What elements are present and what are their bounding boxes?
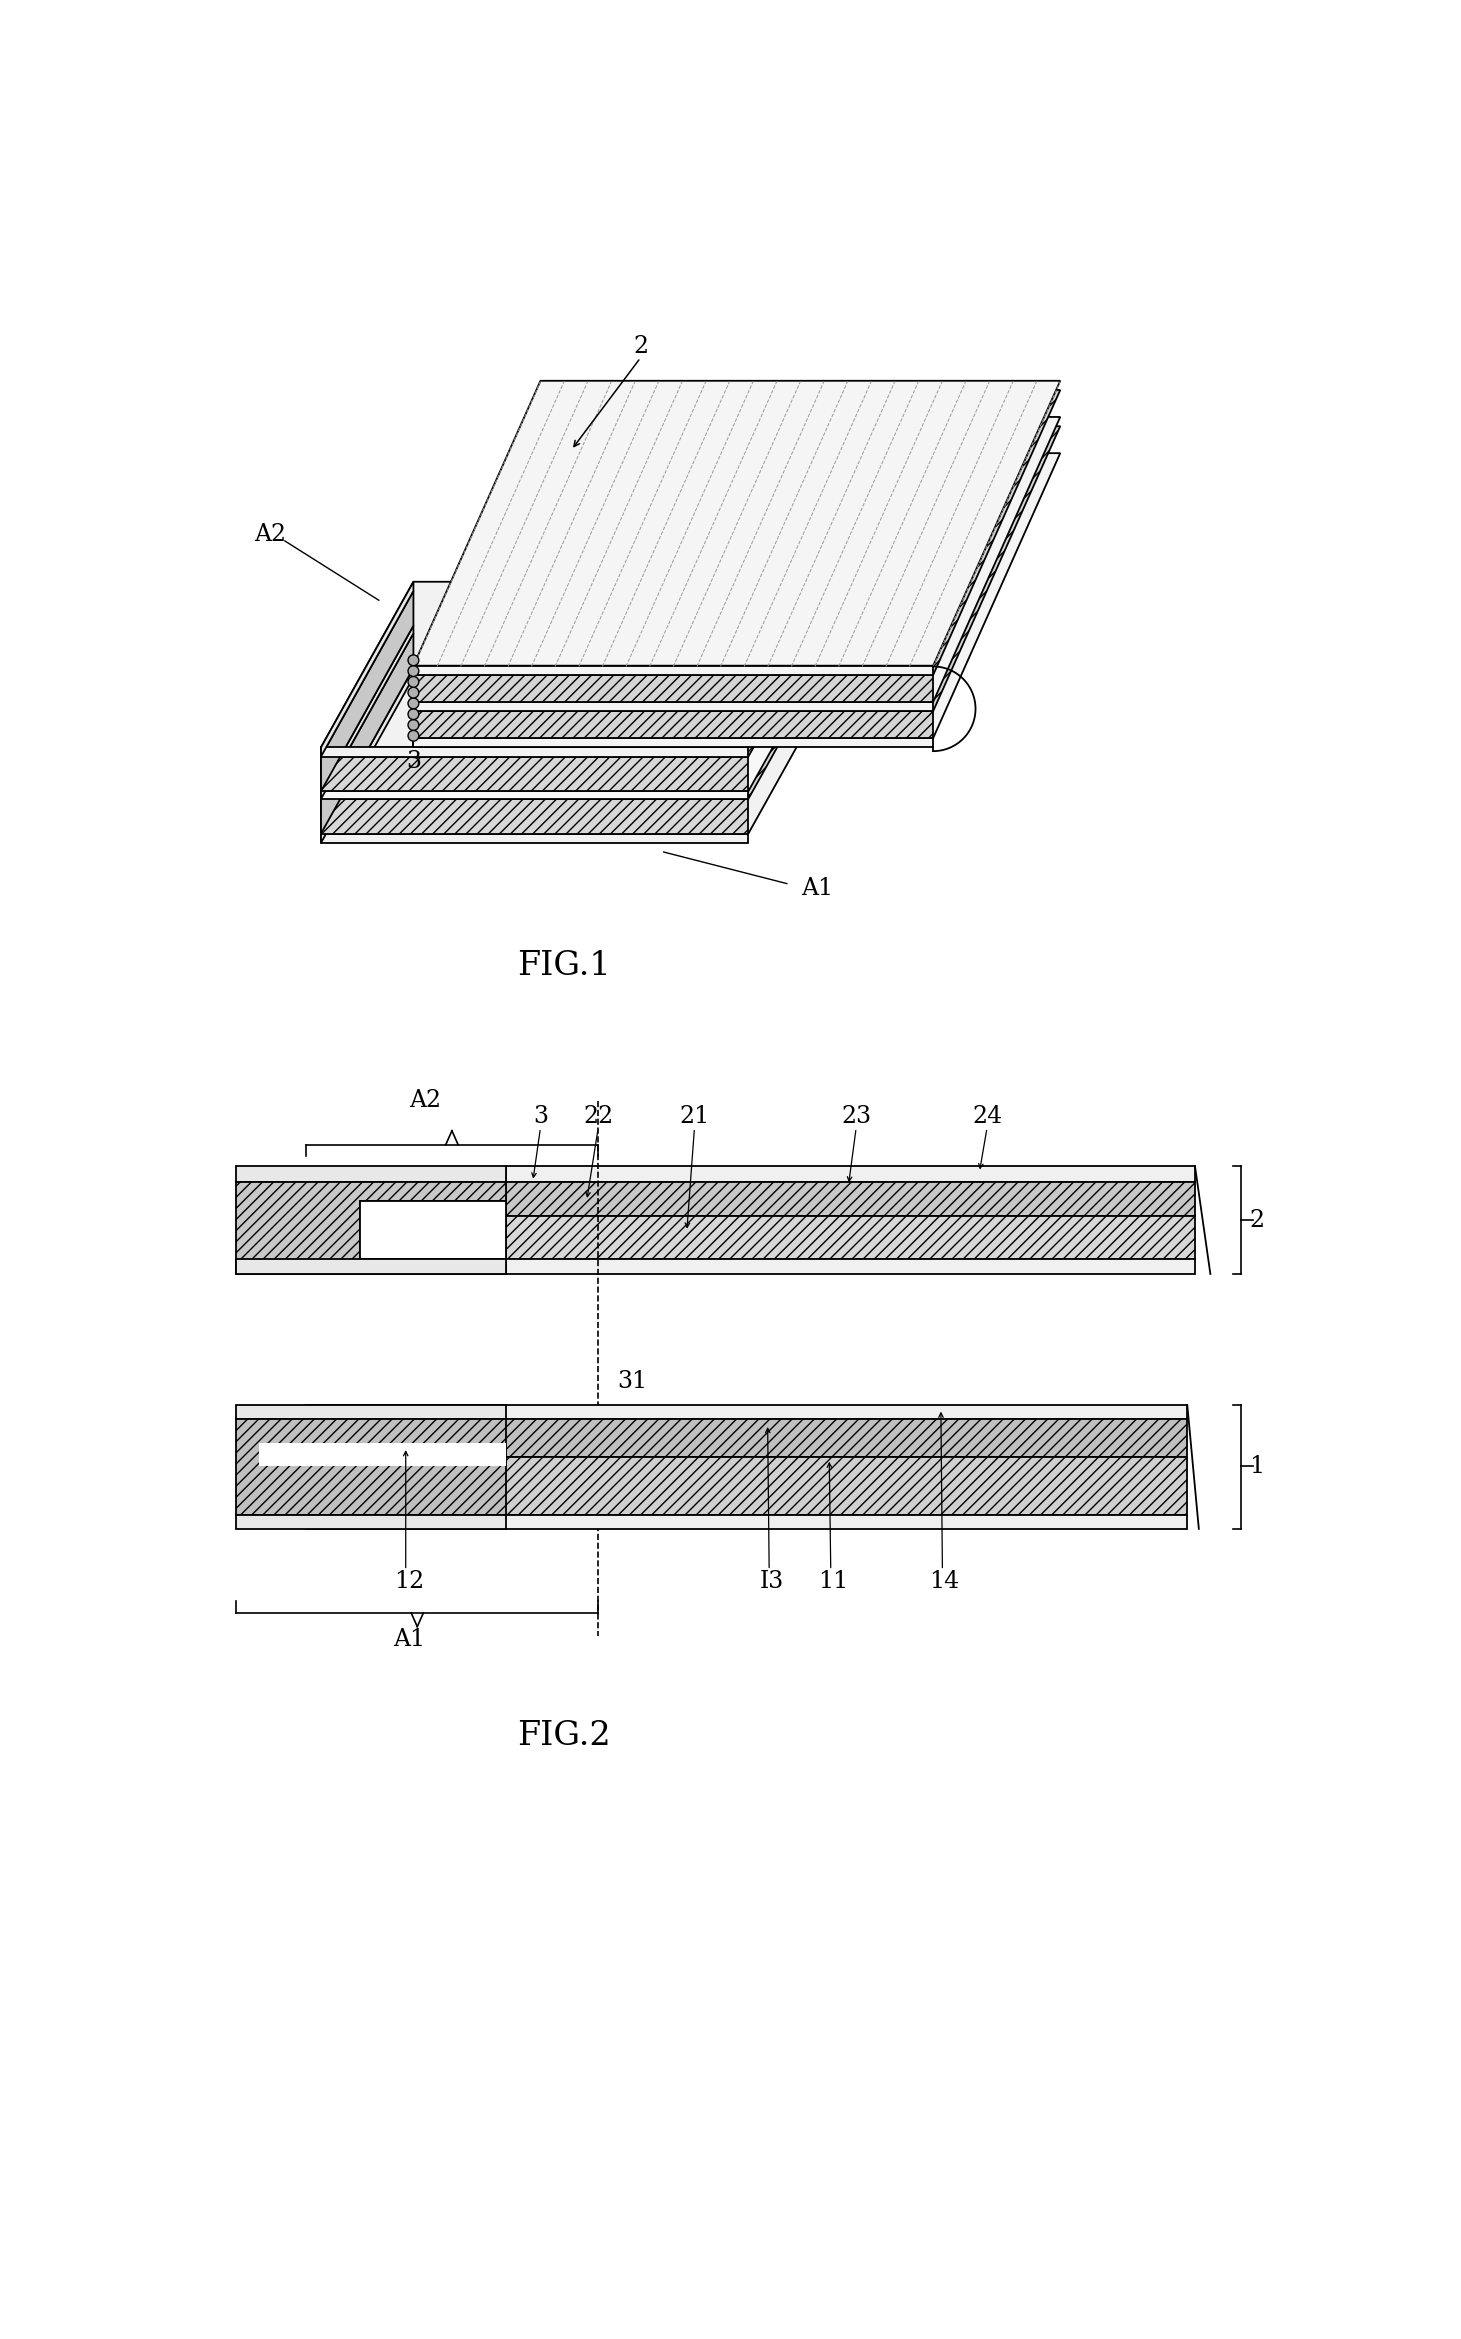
Polygon shape bbox=[413, 667, 934, 676]
Bar bbox=[237, 1516, 506, 1530]
Bar bbox=[305, 1516, 1188, 1530]
Text: A1: A1 bbox=[802, 877, 834, 901]
Text: 1: 1 bbox=[891, 681, 906, 704]
Bar bbox=[237, 1258, 506, 1275]
Polygon shape bbox=[413, 676, 934, 702]
Text: 21: 21 bbox=[679, 1104, 710, 1127]
Bar bbox=[237, 1420, 506, 1516]
Bar bbox=[506, 1258, 1195, 1275]
Bar bbox=[305, 1457, 1188, 1516]
Bar bbox=[305, 1406, 1188, 1420]
Polygon shape bbox=[413, 416, 1061, 702]
Text: FIG.2: FIG.2 bbox=[517, 1719, 611, 1752]
Text: 3: 3 bbox=[533, 1104, 548, 1127]
Polygon shape bbox=[321, 669, 840, 833]
Polygon shape bbox=[321, 833, 748, 842]
Text: 12: 12 bbox=[394, 1569, 425, 1593]
Circle shape bbox=[408, 676, 419, 688]
Circle shape bbox=[408, 720, 419, 730]
Text: 23: 23 bbox=[510, 695, 541, 718]
Bar bbox=[506, 1216, 1195, 1258]
Polygon shape bbox=[321, 800, 748, 833]
Polygon shape bbox=[321, 755, 748, 791]
Bar bbox=[506, 1181, 1195, 1216]
Bar bbox=[305, 1420, 1188, 1457]
Polygon shape bbox=[321, 592, 413, 791]
Text: 31: 31 bbox=[618, 1371, 647, 1394]
Polygon shape bbox=[413, 454, 1061, 739]
Polygon shape bbox=[321, 625, 840, 791]
Polygon shape bbox=[321, 592, 840, 755]
Text: 22: 22 bbox=[583, 1104, 614, 1127]
Polygon shape bbox=[321, 625, 413, 800]
Polygon shape bbox=[413, 426, 1061, 711]
Text: 23: 23 bbox=[842, 1104, 871, 1127]
Polygon shape bbox=[321, 746, 748, 755]
Text: A1: A1 bbox=[393, 1628, 425, 1651]
Polygon shape bbox=[321, 582, 840, 746]
Text: 11: 11 bbox=[818, 1569, 849, 1593]
Polygon shape bbox=[321, 582, 413, 755]
Text: 2: 2 bbox=[1249, 1209, 1264, 1233]
Circle shape bbox=[408, 667, 419, 676]
Polygon shape bbox=[321, 634, 840, 800]
Polygon shape bbox=[413, 702, 934, 711]
Bar bbox=[237, 1167, 506, 1181]
Text: I3: I3 bbox=[760, 1569, 783, 1593]
Circle shape bbox=[408, 709, 419, 720]
Text: A2: A2 bbox=[254, 524, 286, 547]
Bar bbox=[260, 1443, 506, 1467]
Polygon shape bbox=[413, 391, 1061, 676]
Bar bbox=[359, 1200, 506, 1258]
Circle shape bbox=[408, 697, 419, 709]
Polygon shape bbox=[413, 739, 934, 746]
Text: FIG.1: FIG.1 bbox=[517, 950, 611, 982]
Text: 22: 22 bbox=[437, 723, 468, 746]
Circle shape bbox=[408, 730, 419, 741]
Circle shape bbox=[408, 655, 419, 667]
Text: 2: 2 bbox=[633, 334, 649, 358]
Polygon shape bbox=[413, 381, 1061, 667]
Polygon shape bbox=[321, 791, 748, 800]
Text: 1: 1 bbox=[1249, 1455, 1264, 1478]
Text: A2: A2 bbox=[409, 1090, 441, 1113]
Polygon shape bbox=[237, 1181, 506, 1275]
Text: 3: 3 bbox=[406, 751, 421, 774]
Bar bbox=[506, 1167, 1195, 1181]
Polygon shape bbox=[413, 711, 934, 739]
Polygon shape bbox=[321, 669, 413, 842]
Circle shape bbox=[408, 688, 419, 697]
Text: 14: 14 bbox=[929, 1569, 960, 1593]
Text: 24: 24 bbox=[972, 1104, 1002, 1127]
Bar bbox=[237, 1406, 506, 1420]
Polygon shape bbox=[321, 634, 413, 833]
